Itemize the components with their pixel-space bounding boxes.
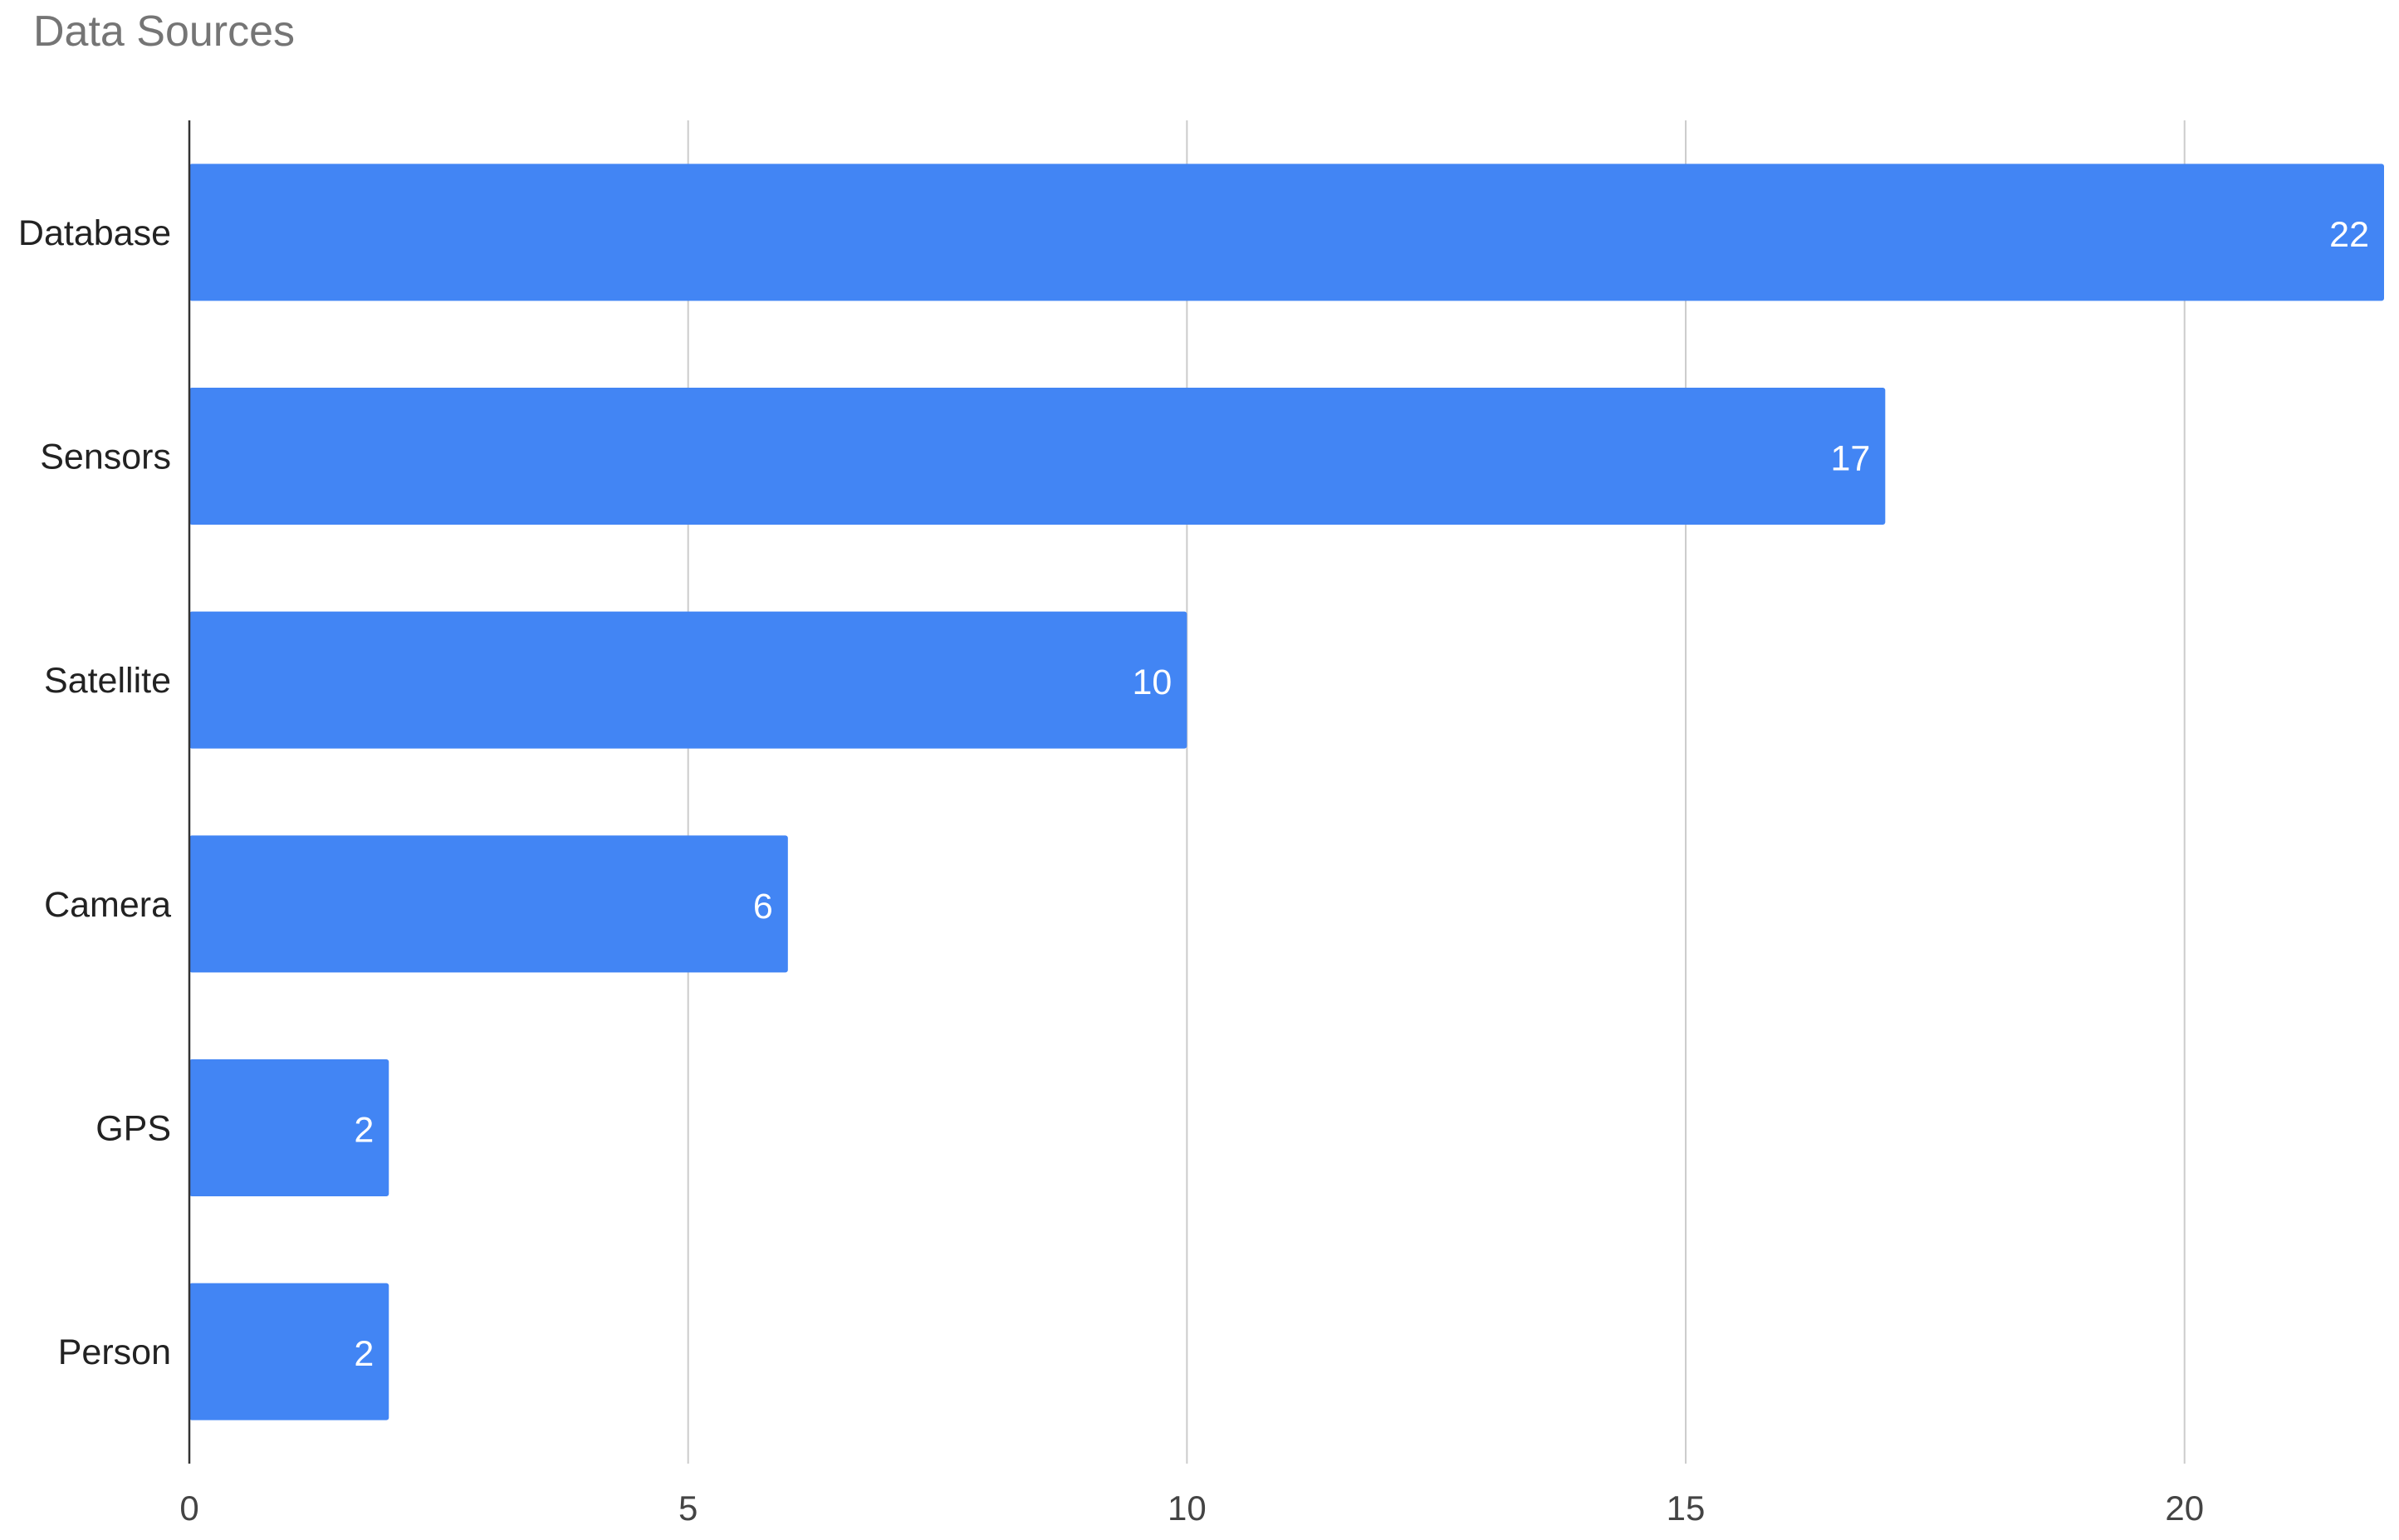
x-tick-label: 20 [2165, 1489, 2204, 1528]
bar-gps [189, 1059, 389, 1196]
bar-camera [189, 835, 788, 973]
data-label: 17 [1830, 439, 1870, 479]
bar-person [189, 1283, 389, 1420]
x-tick-label: 5 [678, 1489, 698, 1528]
data-label: 22 [2329, 215, 2369, 255]
x-tick-label: 0 [179, 1489, 198, 1528]
x-tick-label: 10 [1168, 1489, 1207, 1528]
category-label: Satellite [44, 661, 171, 701]
bar-database [189, 164, 2384, 301]
chart-title: Data Sources [33, 7, 296, 56]
category-labels: Database Sensors Satellite Camera GPS Person [18, 213, 171, 1372]
data-label: 6 [753, 887, 773, 926]
bar-sensors [189, 388, 1886, 525]
category-label: Person [58, 1332, 171, 1372]
category-label: Camera [44, 885, 171, 925]
bar-satellite [189, 611, 1187, 749]
data-label: 2 [354, 1334, 374, 1374]
data-label: 2 [354, 1111, 374, 1151]
x-tick-labels: 0 5 10 15 20 [179, 1489, 2204, 1528]
category-label: Sensors [40, 438, 171, 477]
category-label: Database [18, 213, 171, 253]
gridlines [687, 120, 2186, 1464]
x-tick-label: 15 [1667, 1489, 1706, 1528]
data-label: 10 [1133, 662, 1173, 702]
bars [189, 164, 2384, 1420]
category-label: GPS [95, 1109, 171, 1149]
